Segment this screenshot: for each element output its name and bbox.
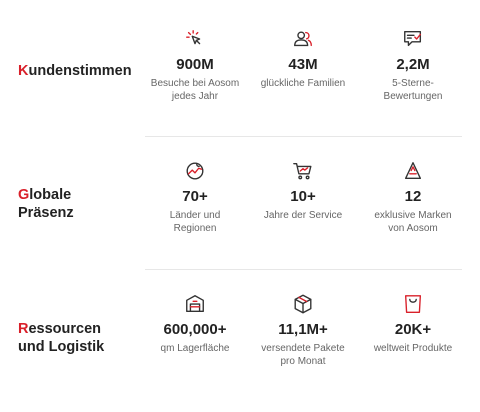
- stat-value: 2,2M: [396, 56, 430, 73]
- title-initial: K: [18, 63, 29, 79]
- divider: [145, 136, 462, 137]
- shopping-bag-icon: [404, 295, 422, 313]
- users-icon: [294, 31, 312, 47]
- cursor-click-icon: [186, 30, 201, 45]
- stat-years: 10+ Jahre der Service: [243, 160, 363, 222]
- label-line1: Länder und: [169, 210, 221, 221]
- stat-brands: 12 exklusive Marken von Aosom: [353, 160, 473, 235]
- stat-packages: 11,1M+ versendete Pakete pro Monat: [243, 293, 363, 368]
- cart-icon: [293, 162, 312, 180]
- globe-icon: [186, 162, 204, 180]
- stat-value: 10+: [290, 188, 316, 205]
- label-line2: Bewertungen: [383, 91, 443, 102]
- title-line2: Präsenz: [18, 205, 74, 221]
- stat-value: 20K+: [394, 321, 432, 338]
- label-line2: pro Monat: [280, 356, 326, 367]
- brand-a-icon: [404, 162, 422, 180]
- title-line2: und Logistik: [18, 339, 105, 355]
- title-rest: lobale: [29, 187, 72, 203]
- section-title: Ressourcen und Logistik: [18, 320, 138, 356]
- stat-label: Jahre der Service: [243, 209, 363, 222]
- section-title: Kundenstimmen: [18, 62, 138, 80]
- title-initial: R: [18, 321, 29, 337]
- stat-value: 600,000+: [163, 321, 227, 338]
- stat-families: 43M glückliche Familien: [243, 28, 363, 90]
- label-line1: versendete Pakete: [261, 343, 345, 354]
- stat-label: glückliche Familien: [243, 77, 363, 90]
- stat-label: Länder und Regionen: [135, 209, 255, 235]
- label-line1: 5-Sterne-: [392, 78, 434, 89]
- stat-label: versendete Pakete pro Monat: [243, 342, 363, 368]
- stat-visits: 900M Besuche bei Aosom jedes Jahr: [135, 28, 255, 103]
- stat-products: 20K+ weltweit Produkte: [353, 293, 473, 355]
- label-line1: weltweit Produkte: [373, 343, 453, 354]
- stat-value: 11,1M+: [278, 321, 328, 338]
- label-line2: von Aosom: [388, 223, 438, 234]
- title-initial: G: [18, 187, 30, 203]
- warehouse-icon: [186, 295, 204, 313]
- stat-warehouse: 600,000+ qm Lagerfläche: [135, 293, 255, 355]
- label-line1: exklusive Marken: [374, 210, 452, 221]
- title-rest: essourcen: [28, 321, 102, 337]
- label-line1: Besuche bei Aosom: [150, 78, 240, 89]
- label-line1: glückliche Familien: [260, 78, 346, 89]
- stat-value: 70+: [182, 188, 208, 205]
- stat-reviews: 2,2M 5-Sterne- Bewertungen: [353, 28, 473, 103]
- stat-countries: 70+ Länder und Regionen: [135, 160, 255, 235]
- package-icon: [294, 294, 312, 314]
- label-line1: qm Lagerfläche: [160, 343, 230, 354]
- label-line1: Jahre der Service: [263, 210, 343, 221]
- stat-value: 12: [404, 188, 422, 205]
- divider: [145, 269, 462, 270]
- section-title: Globale Präsenz: [18, 186, 138, 222]
- stat-label: weltweit Produkte: [353, 342, 473, 355]
- label-line2: jedes Jahr: [171, 91, 219, 102]
- stat-label: Besuche bei Aosom jedes Jahr: [135, 77, 255, 103]
- stat-value: 900M: [176, 56, 214, 73]
- label-line2: Regionen: [173, 223, 217, 234]
- stat-value: 43M: [288, 56, 318, 73]
- stat-label: qm Lagerfläche: [135, 342, 255, 355]
- stat-label: 5-Sterne- Bewertungen: [353, 77, 473, 103]
- stat-label: exklusive Marken von Aosom: [353, 209, 473, 235]
- review-icon: [404, 30, 422, 47]
- title-rest: undenstimmen: [28, 63, 132, 79]
